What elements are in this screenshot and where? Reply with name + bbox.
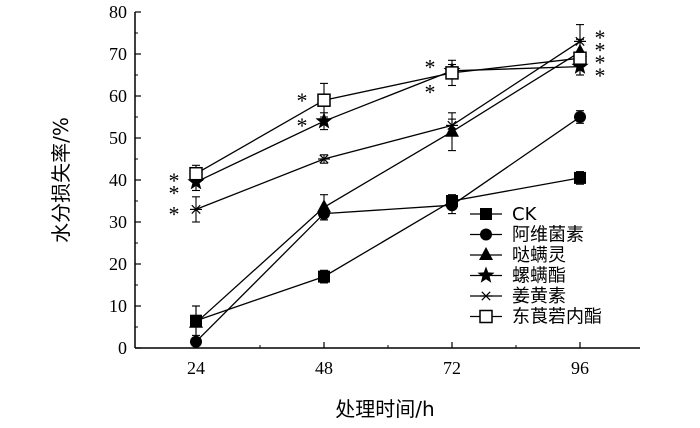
series-line [195,51,581,324]
series-line [195,116,581,343]
legend-marker [480,228,492,241]
series-line [195,177,581,322]
x-tick-label: 48 [315,358,333,378]
y-tick-label: 10 [109,296,127,316]
data-point [573,51,587,65]
significance-mark: * [595,38,606,63]
asterisk-stroke [481,291,491,301]
data-point [574,171,586,184]
legend-marker [480,291,492,301]
significance-mark: * [169,168,180,193]
y-tick-label: 30 [109,212,127,232]
data-point [189,314,203,328]
data-point [190,204,202,215]
series-layer [187,24,589,348]
x-tick-label: 96 [571,358,589,378]
data-point [189,166,203,181]
legend-marker [479,309,493,324]
legend-label: 姜黄素 [512,286,566,307]
x-tick-label: 24 [187,358,205,378]
legend-item: 螺螨酯 [470,266,566,287]
significance-mark: * [297,113,308,138]
legend-label: 阿维菌素 [512,225,584,246]
significance-mark: * [595,50,606,75]
significance-mark: * [169,180,180,205]
significance-mark: * [595,63,606,88]
series-line [195,57,581,175]
series-line [195,65,581,183]
significance-mark: * [169,201,180,226]
legend-label: 螺螨酯 [512,266,566,287]
data-point [315,112,333,129]
x-axis-label: 处理时间/h [335,397,434,421]
series-5 [190,24,586,223]
series-line [195,40,581,211]
y-tick-label: 0 [118,338,127,358]
axes: 0 10 20 30 40 50 60 70 80 24 48 72 96 [109,2,640,378]
y-tick-label: 80 [109,2,127,22]
asterisk-stroke [447,120,457,131]
data-point [318,270,330,283]
legend-label: CK [512,204,538,225]
series-2 [190,110,586,348]
data-point [574,111,586,123]
legend-marker [480,208,492,220]
significance-mark: * [595,25,606,50]
data-point [317,199,331,213]
asterisk-stroke [191,204,201,215]
data-point [445,66,459,80]
y-tick-label: 50 [109,128,127,148]
legend-marker [477,266,495,283]
asterisk-stroke [319,154,329,164]
significance-mark: * [425,54,436,79]
legend-label: 哒螨灵 [512,245,566,266]
data-point [446,199,458,212]
series-6 [189,40,587,183]
y-tick-label: 60 [109,86,127,106]
legend-marker [479,247,493,260]
series-4 [187,57,589,192]
annotation-layer: *********** [169,25,606,226]
y-axis-label: 水分损失率/% [49,117,73,243]
data-point [190,335,202,348]
legend-item: 东莨菪内酯 [470,307,602,328]
legend-item: CK [470,204,538,225]
legend-label: 东莨菪内酯 [512,307,602,328]
legend-item: 哒螨灵 [470,245,566,266]
data-point [317,93,331,107]
y-tick-label: 40 [109,170,127,190]
y-tick-label: 20 [109,254,127,274]
data-point [446,120,458,131]
significance-mark: * [297,88,308,113]
significance-mark: * [425,80,436,105]
legend-item: 阿维菌素 [470,225,584,246]
y-tick-label: 70 [109,44,127,64]
data-point [318,154,330,164]
legend-item: 姜黄素 [470,286,566,307]
x-tick-label: 72 [443,358,461,378]
